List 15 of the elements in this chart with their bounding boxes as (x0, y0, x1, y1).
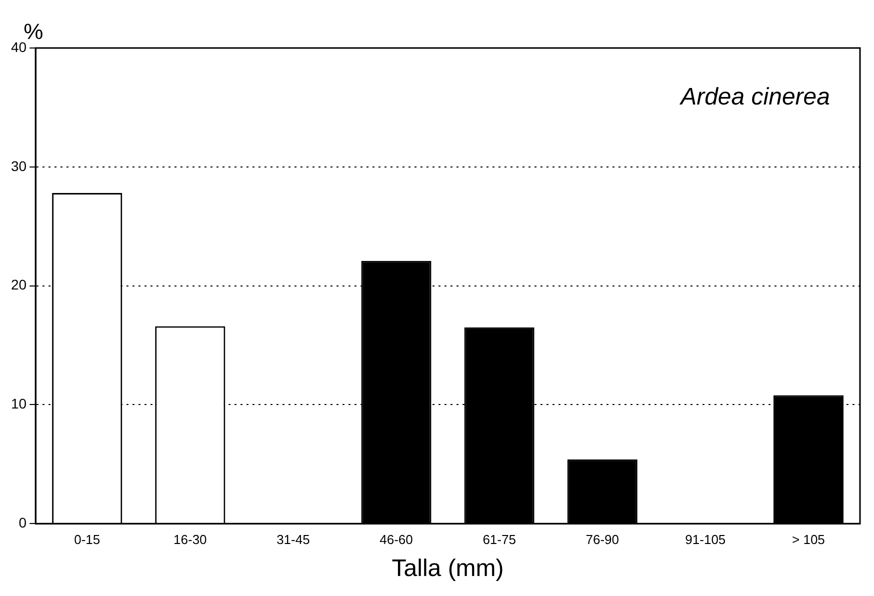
y-tick-label: 0 (18, 514, 27, 530)
x-axis-title: Talla (mm) (392, 555, 504, 582)
x-tick-label: 46-60 (380, 532, 413, 547)
y-tick-label: 40 (10, 38, 27, 55)
x-tick-label: 0-15 (74, 532, 100, 547)
x-tick-label: 31-45 (276, 532, 310, 547)
x-tick-label: 16-30 (174, 532, 207, 547)
x-tick-label: > 105 (792, 532, 825, 547)
y-tick-label: 10 (10, 396, 27, 412)
x-tick-label: 76-90 (586, 532, 619, 547)
y-tick-label: 20 (10, 276, 27, 293)
x-tick-label: 91-105 (685, 532, 726, 547)
y-tick-label: 30 (10, 158, 27, 174)
x-tick-label: 61-75 (482, 532, 516, 547)
annotation: Ardea cinerea (678, 84, 830, 111)
